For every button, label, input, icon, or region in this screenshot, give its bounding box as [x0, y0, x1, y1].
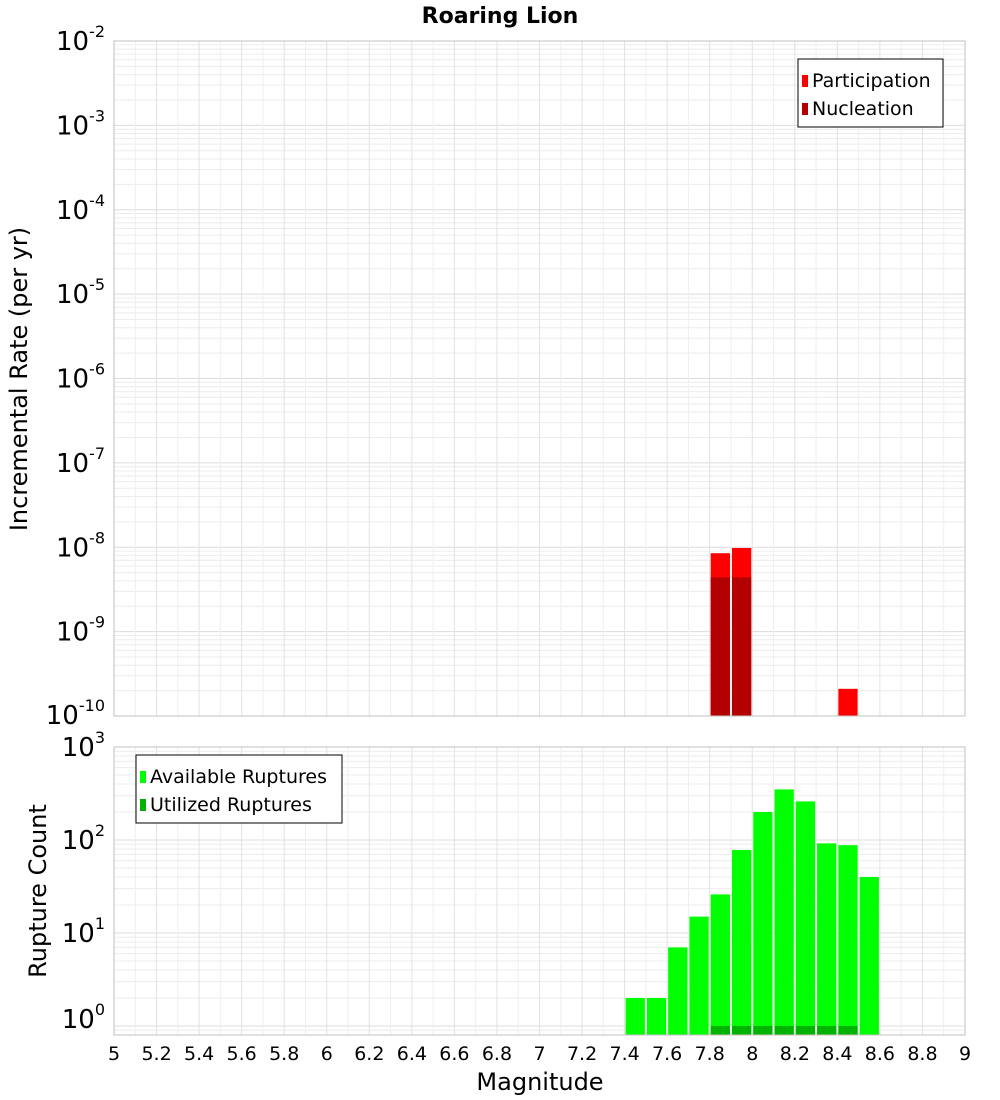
count-bar-utilized-ruptures: [795, 1026, 816, 1035]
count-bar-available-ruptures: [710, 894, 730, 1035]
chart-title: Roaring Lion: [422, 4, 579, 29]
x-tick-label: 5.4: [184, 1043, 214, 1065]
count-bar-available-ruptures: [625, 997, 645, 1035]
rate-y-axis-label: Incremental Rate (per yr): [5, 227, 33, 531]
count-legend-label: Available Ruptures: [150, 766, 327, 788]
x-tick-label: 5.6: [227, 1043, 257, 1065]
rate-plot-frame: [113, 40, 966, 717]
rate-y-tick-label: 10-2: [56, 22, 105, 57]
rate-grid: [113, 40, 966, 717]
rate-y-tick-label: 10-6: [56, 360, 105, 395]
rate-legend-swatch: [802, 75, 808, 87]
rate-y-tick-label: 10-3: [56, 106, 105, 141]
count-bar-utilized-ruptures: [817, 1026, 837, 1035]
rate-legend-label: Nucleation: [812, 98, 914, 120]
count-bar-available-ruptures: [795, 801, 816, 1035]
rate-y-tick-label: 10-9: [56, 613, 105, 648]
count-bar-available-ruptures: [817, 843, 837, 1035]
x-axis-label: Magnitude: [476, 1068, 603, 1096]
count-plot-frame: [113, 746, 966, 1036]
x-tick-label: 6.6: [439, 1043, 469, 1065]
count-y-ticks: 103 102 101 100: [62, 728, 105, 1035]
count-y-tick-label: 103: [62, 728, 105, 763]
rate-y-tick-label: 10-5: [56, 275, 105, 310]
rate-bar-nucleation: [710, 577, 730, 716]
x-tick-label: 7.8: [695, 1043, 725, 1065]
count-bar-available-ruptures: [838, 845, 858, 1035]
count-bar-available-ruptures: [731, 850, 752, 1035]
x-tick-label: 8: [746, 1043, 758, 1065]
x-tick-label: 9: [959, 1043, 971, 1065]
x-tick-label: 6.2: [354, 1043, 384, 1065]
count-legend: Available Ruptures Utilized Ruptures: [135, 754, 343, 824]
count-bar-available-ruptures: [753, 812, 773, 1035]
rate-bar-participation: [838, 688, 858, 716]
count-bar-available-ruptures: [646, 997, 667, 1035]
count-y-tick-label: 100: [62, 1000, 105, 1035]
x-tick-label: 8.8: [907, 1043, 937, 1065]
rate-legend-box: [797, 58, 944, 128]
x-tick-label: 5.8: [269, 1043, 299, 1065]
rate-y-tick-label: 10-7: [56, 444, 105, 479]
x-tick-label: 6.4: [397, 1043, 427, 1065]
count-panel: 103 102 101 100 5 5.2 5.4 5.6 5.8 6 6.2 6.4 6.6 6.8 7…: [24, 728, 971, 1096]
count-bars: [625, 789, 879, 1035]
x-tick-label: 8.4: [822, 1043, 852, 1065]
count-bar-available-ruptures: [668, 947, 688, 1035]
rate-panel: 10-2 10-3 10-4 10-5 10-6 10-7 10-8 10-9 10-10 In…: [5, 22, 966, 731]
count-y-tick-label: 101: [62, 914, 105, 949]
rate-bars: [710, 547, 858, 716]
count-legend-swatch: [140, 799, 146, 811]
rate-legend: Participation Nucleation: [797, 58, 944, 128]
rate-y-tick-label: 10-8: [56, 528, 105, 563]
x-tick-label: 5.2: [141, 1043, 171, 1065]
x-tick-label: 7.6: [652, 1043, 682, 1065]
count-bar-utilized-ruptures: [710, 1026, 730, 1035]
count-legend-box: [135, 754, 343, 824]
x-tick-label: 5: [108, 1043, 120, 1065]
x-tick-label: 8.2: [780, 1043, 810, 1065]
x-tick-label: 7.4: [609, 1043, 639, 1065]
count-y-axis-label: Rupture Count: [24, 804, 52, 978]
count-bar-available-ruptures: [859, 877, 879, 1035]
count-bar-utilized-ruptures: [838, 1026, 858, 1035]
count-bar-available-ruptures: [689, 916, 709, 1035]
count-legend-label: Utilized Ruptures: [150, 794, 312, 816]
x-tick-label: 7: [533, 1043, 545, 1065]
x-tick-label: 6.8: [482, 1043, 512, 1065]
rate-y-ticks: 10-2 10-3 10-4 10-5 10-6 10-7 10-8 10-9 10-10: [46, 22, 105, 731]
rate-legend-swatch: [802, 103, 808, 115]
count-legend-swatch: [140, 771, 146, 783]
count-bar-available-ruptures: [774, 789, 794, 1035]
rate-bar-nucleation: [731, 577, 752, 716]
rate-y-tick-label: 10-4: [56, 191, 105, 226]
x-tick-label: 8.6: [865, 1043, 895, 1065]
x-tick-label: 7.2: [567, 1043, 597, 1065]
count-bar-utilized-ruptures: [731, 1026, 752, 1035]
count-y-tick-label: 102: [62, 821, 105, 856]
count-bar-utilized-ruptures: [753, 1026, 773, 1035]
rate-legend-label: Participation: [812, 70, 931, 92]
x-tick-label: 6: [321, 1043, 333, 1065]
count-bar-utilized-ruptures: [774, 1026, 794, 1035]
rate-y-tick-label: 10-10: [46, 696, 105, 731]
x-ticks: 5 5.2 5.4 5.6 5.8 6 6.2 6.4 6.6 6.8 7 7.2 7.4 7.6 7.8 8…: [108, 1043, 971, 1065]
